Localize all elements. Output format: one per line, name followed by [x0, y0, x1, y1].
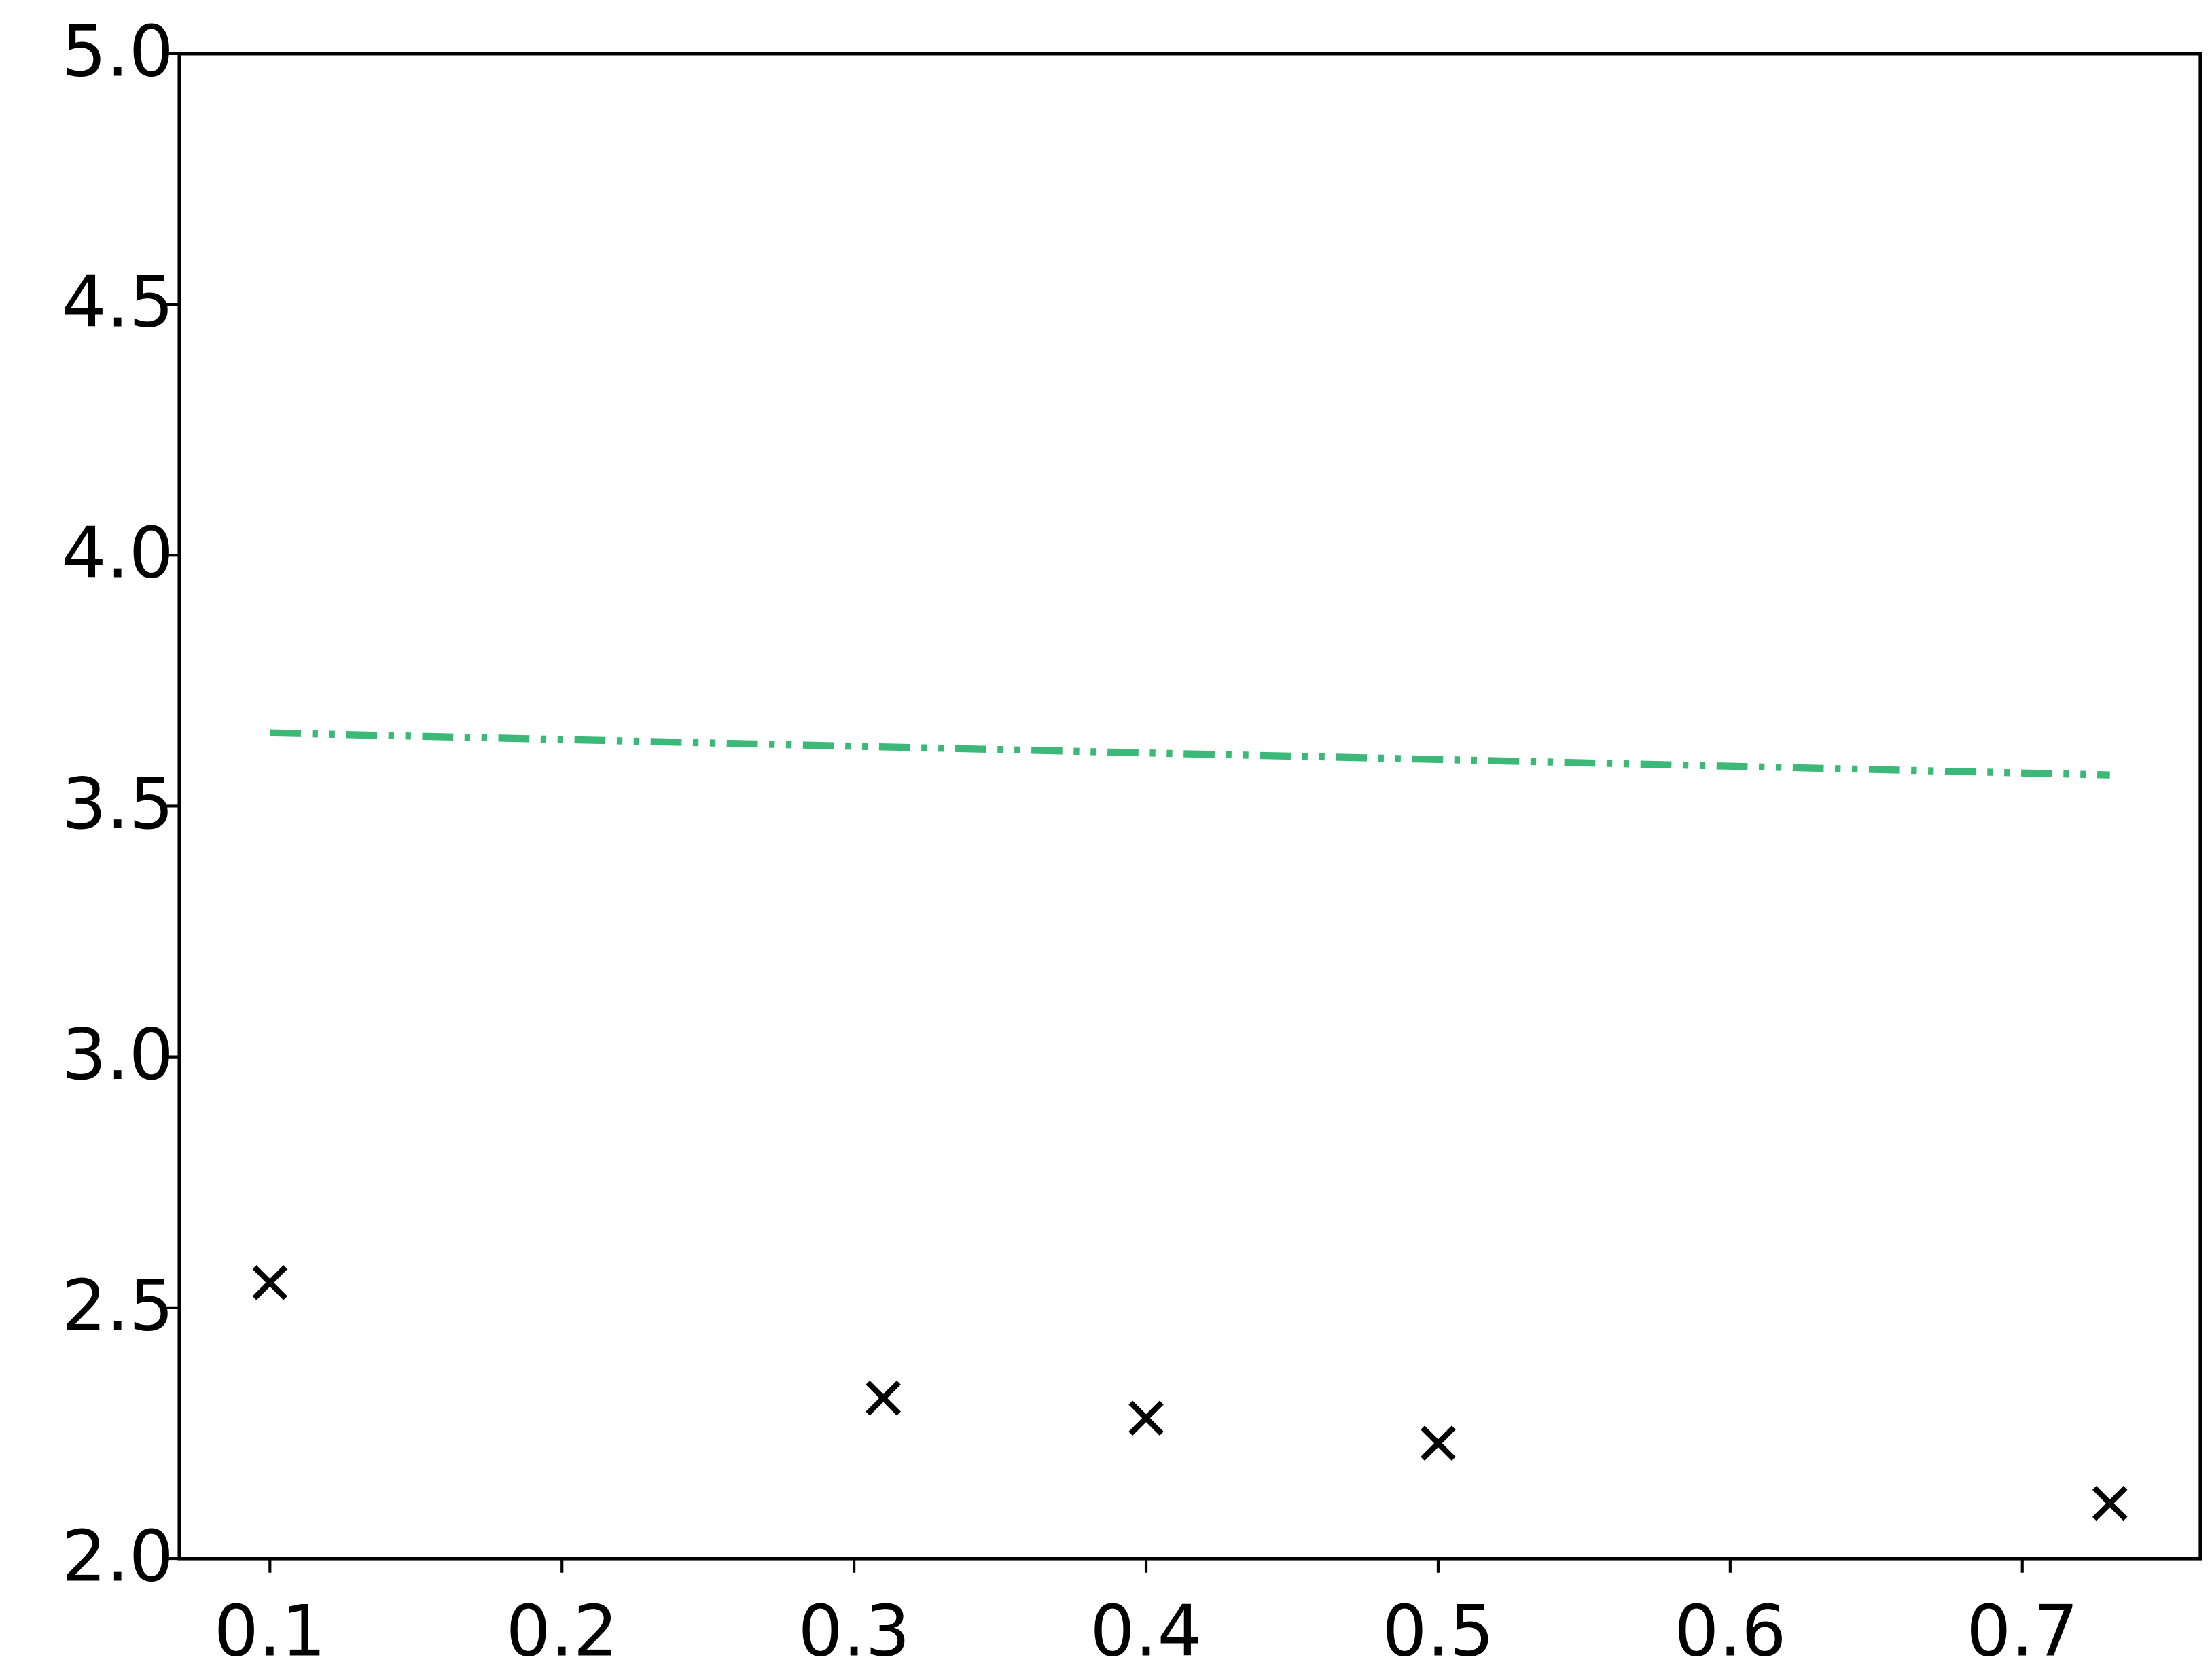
marker	[2092, 1486, 2128, 1521]
marker	[866, 1380, 901, 1416]
marker	[1128, 1400, 1164, 1436]
line	[270, 729, 2110, 779]
y-tick-label: 3.0	[62, 1014, 174, 1096]
y-tick-label: 4.5	[62, 262, 174, 344]
x-tick-label: 0.4	[1090, 1591, 1202, 1670]
marker	[1421, 1425, 1456, 1461]
x-tick-label: 0.2	[506, 1591, 618, 1670]
y-tick-label: 5.0	[62, 11, 174, 92]
y-tick-label: 4.0	[62, 513, 174, 594]
x-tick-label: 0.6	[1674, 1591, 1786, 1670]
marker	[252, 1265, 288, 1300]
y-tick-label: 2.0	[62, 1516, 174, 1597]
x-tick-label: 0.7	[1966, 1591, 2078, 1670]
x-tick-label: 0.3	[798, 1591, 910, 1670]
y-tick-label: 3.5	[62, 764, 174, 845]
y-tick-label: 2.5	[62, 1265, 174, 1347]
x-tick-label: 0.5	[1382, 1591, 1494, 1670]
plot-frame	[177, 52, 2202, 1561]
x-tick-label: 0.1	[214, 1591, 326, 1670]
